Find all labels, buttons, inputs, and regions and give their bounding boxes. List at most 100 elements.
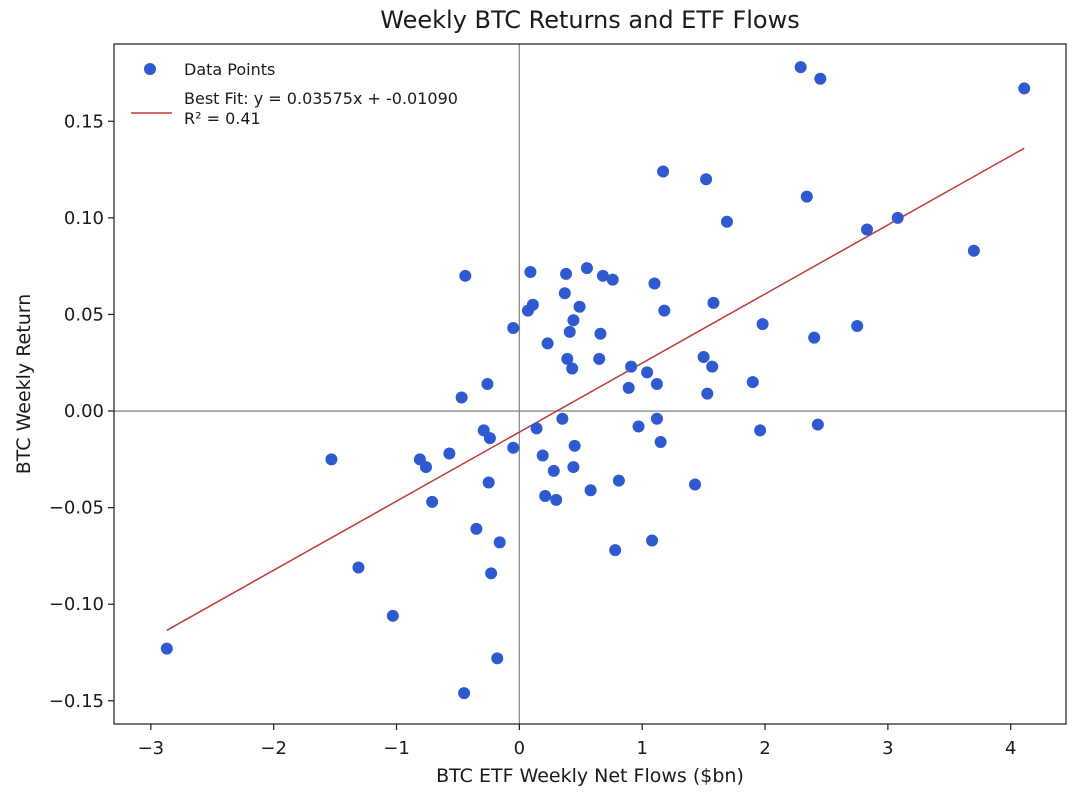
y-tick-label: 0.05 — [64, 304, 104, 325]
data-point — [800, 190, 813, 203]
data-point — [558, 287, 571, 300]
data-point — [811, 418, 824, 431]
data-point — [561, 352, 574, 365]
y-tick-label: −0.15 — [49, 691, 104, 712]
legend-label-r-squared: R² = 0.41 — [184, 109, 261, 128]
data-points-layer — [160, 61, 1031, 700]
data-point — [568, 439, 581, 452]
data-point — [482, 476, 495, 489]
data-point — [606, 273, 619, 286]
x-tick-label: 3 — [882, 738, 893, 759]
y-tick-label: 0.10 — [64, 208, 104, 229]
data-point — [967, 244, 980, 257]
data-point — [632, 420, 645, 433]
data-point — [507, 441, 520, 454]
data-point — [493, 536, 506, 549]
data-point — [701, 387, 714, 400]
data-point — [609, 544, 622, 557]
x-tick-label: 1 — [636, 738, 647, 759]
data-point — [420, 461, 433, 474]
x-tick-label: −2 — [260, 738, 287, 759]
data-point — [756, 318, 769, 331]
data-point — [485, 567, 498, 580]
data-point — [754, 424, 767, 437]
data-point — [459, 269, 472, 282]
data-point — [580, 262, 593, 275]
data-point — [689, 478, 702, 491]
data-point — [160, 642, 173, 655]
chart-title: Weekly BTC Returns and ETF Flows — [380, 6, 799, 34]
y-axis-ticks: −0.15 −0.10 −0.05 0.00 0.05 0.10 0.15 — [49, 111, 114, 712]
x-tick-label: −1 — [383, 738, 410, 759]
data-point — [481, 378, 494, 390]
best-fit-line — [166, 147, 1025, 631]
data-point — [563, 325, 576, 338]
data-point — [426, 495, 439, 508]
x-tick-label: 4 — [1005, 738, 1016, 759]
x-tick-label: 0 — [514, 738, 525, 759]
data-point — [352, 561, 365, 574]
y-tick-label: 0.15 — [64, 111, 104, 132]
data-point — [526, 298, 539, 311]
data-point — [541, 337, 554, 350]
data-point — [808, 331, 821, 344]
legend-label-best-fit: Best Fit: y = 0.03575x + -0.01090 — [184, 89, 458, 108]
data-point — [648, 277, 661, 290]
legend: Data Points Best Fit: y = 0.03575x + -0.… — [131, 60, 458, 128]
data-point — [386, 609, 399, 622]
data-point — [491, 652, 504, 665]
data-point — [891, 211, 904, 224]
legend-marker-data-points — [144, 63, 156, 75]
fit-line-layer — [166, 147, 1025, 631]
data-point — [641, 366, 654, 379]
data-point — [650, 378, 663, 390]
data-point — [573, 300, 586, 313]
data-point — [556, 412, 569, 425]
data-point — [654, 435, 667, 448]
y-tick-label: −0.10 — [49, 594, 104, 615]
data-point — [657, 165, 670, 178]
data-point — [507, 321, 520, 334]
data-point — [707, 296, 720, 309]
data-point — [1018, 82, 1031, 95]
data-point — [814, 72, 827, 85]
data-point — [524, 265, 537, 278]
x-tick-label: 2 — [759, 738, 770, 759]
data-point — [594, 327, 607, 340]
data-point — [560, 267, 573, 280]
data-point — [584, 484, 597, 497]
data-point — [625, 360, 638, 373]
plot-frame — [113, 43, 1067, 725]
data-point — [612, 474, 625, 487]
data-point — [658, 304, 671, 317]
data-point — [483, 432, 496, 445]
data-point — [325, 453, 338, 466]
data-point — [470, 522, 483, 535]
data-point — [700, 173, 713, 186]
y-tick-label: 0.00 — [64, 401, 104, 422]
data-point — [622, 381, 635, 394]
data-point — [458, 687, 471, 700]
data-point — [566, 362, 579, 375]
data-point — [646, 534, 659, 547]
legend-label-data-points: Data Points — [184, 60, 275, 79]
x-tick-label: −3 — [138, 738, 165, 759]
data-point — [794, 61, 807, 74]
data-point — [861, 223, 874, 236]
reference-lines — [114, 44, 1066, 724]
x-axis-label: BTC ETF Weekly Net Flows ($bn) — [436, 765, 744, 787]
data-point — [596, 269, 609, 282]
data-point — [530, 422, 543, 435]
data-point — [720, 215, 733, 228]
data-point — [443, 447, 456, 460]
data-point — [550, 493, 563, 506]
data-point — [851, 320, 864, 333]
data-point — [539, 490, 552, 503]
data-point — [697, 350, 710, 363]
data-point — [547, 464, 560, 477]
y-tick-label: −0.05 — [49, 498, 104, 519]
data-point — [536, 449, 549, 462]
data-point — [650, 412, 663, 425]
